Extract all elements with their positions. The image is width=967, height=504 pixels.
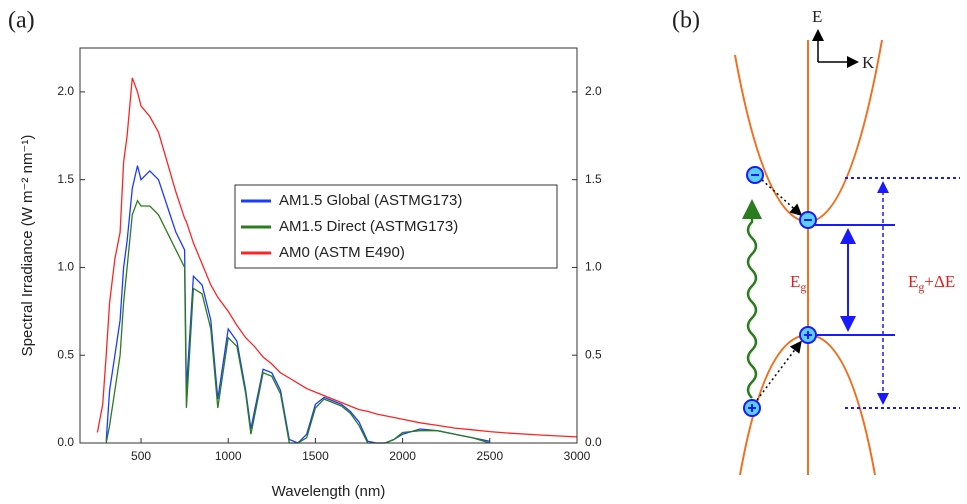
y2-tick-label: 2.0 [585, 84, 602, 98]
x-tick-label: 500 [131, 449, 151, 463]
chart: 0.0 0.5 1.0 1.5 2.0 0.0 0.5 1.0 1.5 2.0 500 1000 150… [19, 47, 602, 500]
y2-tick-label: 0.0 [585, 435, 602, 449]
y-axis-title: Spectral Irradiance (W m⁻² nm⁻¹) [19, 135, 36, 357]
relax-arrow [756, 340, 802, 401]
series-line [96, 77, 578, 438]
x-tick-label: 2500 [476, 449, 503, 463]
x-tick-label: 2000 [389, 449, 416, 463]
wide-gap-rest: +ΔE [924, 272, 955, 291]
x-tick-label: 3000 [564, 449, 591, 463]
gap-label-main: E [790, 272, 800, 291]
x-tick-label: 1000 [215, 449, 242, 463]
photon [742, 199, 762, 399]
x-tick-label: 1500 [302, 449, 329, 463]
y-tick-label: 0.0 [57, 435, 74, 449]
legend-label: AM1.5 Direct (ASTMG173) [279, 218, 458, 235]
relax-arrow [761, 179, 803, 217]
y-tick-label: 1.0 [57, 260, 74, 274]
y-tick-label: 2.0 [57, 84, 74, 98]
gap-label: Eg [790, 272, 806, 294]
axis-label: K [862, 53, 875, 72]
plot-frame [79, 47, 578, 444]
legend-label: AM0 (ASTM E490) [279, 244, 405, 261]
carrier-signs [748, 174, 812, 412]
y2-tick-label: 0.5 [585, 347, 602, 361]
wide-gap-sub: g [918, 280, 924, 294]
y2-tick-label: 1.5 [585, 172, 602, 186]
y-tick-label: 1.5 [57, 172, 74, 186]
axis-label: E [812, 7, 822, 26]
legend-label: AM1.5 Global (ASTMG173) [279, 192, 462, 209]
legend-box [234, 184, 558, 269]
x-axis-title: Wavelength (nm) [272, 483, 386, 500]
panel-label: (b) [672, 8, 700, 34]
y-tick-label: 0.5 [57, 347, 74, 361]
y2-tick-label: 1.0 [585, 260, 602, 274]
wide-gap-main: E [908, 272, 918, 291]
gap-label-sub: g [800, 280, 806, 294]
wide-gap-label: Eg+ΔE [908, 272, 955, 294]
panel-label: (a) [8, 8, 35, 34]
carriers [743, 166, 817, 417]
band-diagram: E K Eg Eg+ΔE [734, 7, 960, 476]
